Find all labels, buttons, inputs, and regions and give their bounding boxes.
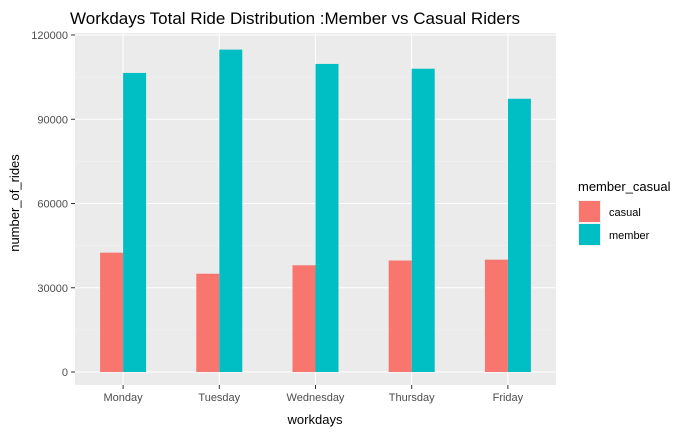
legend-title: member_casual — [578, 179, 671, 194]
y-tick-label: 120000 — [31, 30, 68, 42]
x-tick-label: Friday — [493, 392, 524, 404]
legend-label-member: member — [609, 230, 650, 242]
bar-casual-friday — [484, 259, 508, 372]
legend-swatch-member — [579, 224, 600, 245]
y-axis-title: number_of_rides — [7, 154, 22, 252]
bar-member-thursday — [411, 68, 435, 372]
x-axis-title: workdays — [287, 412, 343, 427]
legend-label-casual: casual — [609, 207, 641, 219]
legend-swatch-casual — [579, 201, 600, 222]
chart-title: Workdays Total Ride Distribution :Member… — [70, 9, 520, 28]
x-tick-label: Thursday — [389, 392, 435, 404]
y-tick-label: 30000 — [37, 283, 68, 295]
y-axis: 0 30000 60000 90000 120000 — [31, 30, 75, 379]
bar-casual-wednesday — [292, 265, 316, 372]
bar-member-monday — [123, 72, 147, 372]
x-tick-label: Wednesday — [287, 392, 345, 404]
y-tick-label: 60000 — [37, 199, 68, 211]
x-axis: Monday Tuesday Wednesday Thursday Friday — [104, 385, 524, 404]
bar-member-friday — [507, 98, 531, 372]
y-tick-label: 90000 — [37, 114, 68, 126]
bar-casual-tuesday — [196, 273, 220, 372]
bars — [100, 49, 531, 372]
bar-member-wednesday — [315, 63, 339, 372]
bar-member-tuesday — [219, 49, 243, 372]
y-tick-label: 0 — [62, 367, 68, 379]
x-tick-label: Monday — [104, 392, 144, 404]
legend: member_casual casual member — [578, 179, 671, 246]
bar-casual-thursday — [388, 260, 412, 372]
x-tick-label: Tuesday — [198, 392, 240, 404]
bar-casual-monday — [100, 252, 124, 372]
